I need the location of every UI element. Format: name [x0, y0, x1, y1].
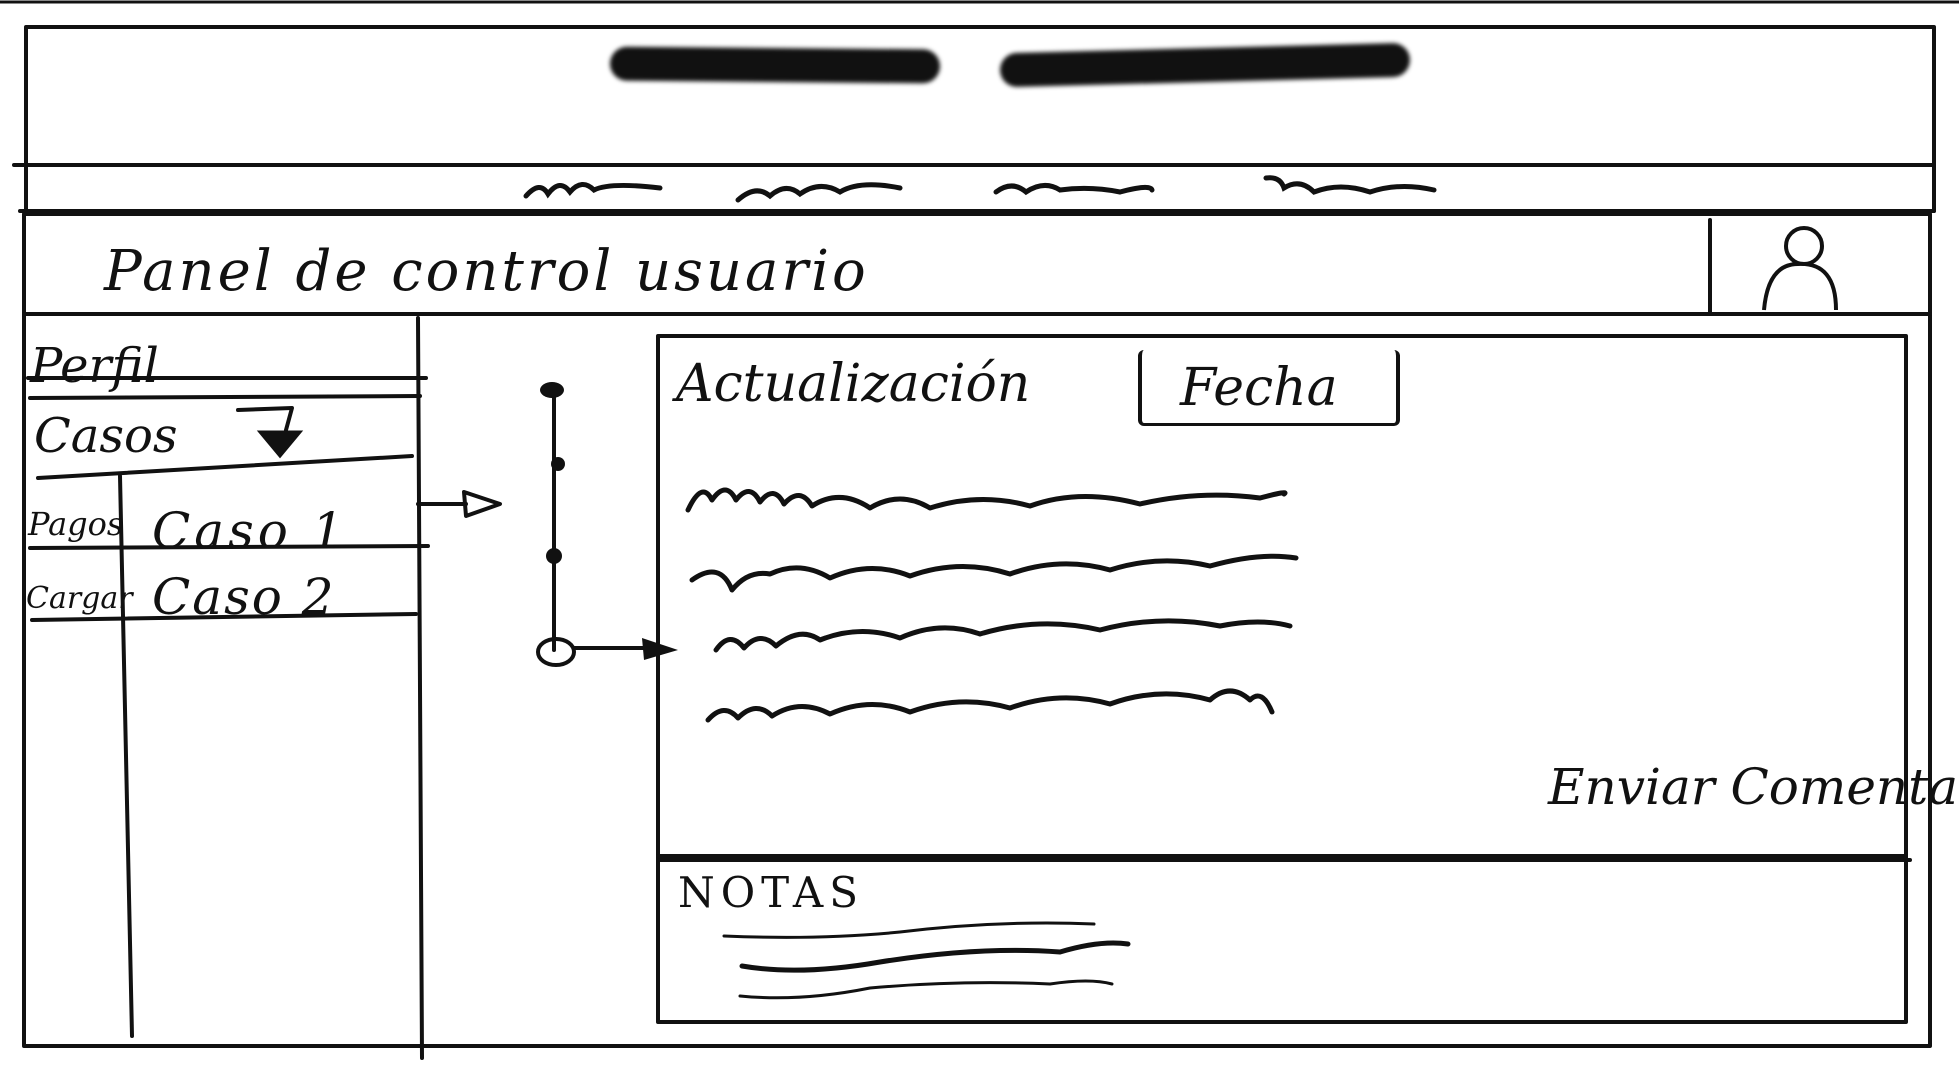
- notes-title: NOTAS: [678, 868, 865, 917]
- timeline-node-current[interactable]: [536, 637, 576, 667]
- dropdown-triangle-icon[interactable]: [236, 406, 304, 459]
- timeline: [536, 382, 678, 667]
- user-avatar-icon: [1762, 226, 1838, 311]
- sidebar-item-casos[interactable]: Casos: [34, 408, 178, 464]
- nav-item[interactable]: [1263, 175, 1437, 195]
- send-comment-button[interactable]: Enviar Comentario: [1548, 762, 1959, 812]
- nav-item[interactable]: [993, 183, 1155, 196]
- sidebar-subitem-pagos[interactable]: Pagos: [28, 505, 124, 543]
- sidebar-item-perfil[interactable]: Perfil: [30, 338, 159, 394]
- case-item-2[interactable]: Caso 2: [152, 568, 336, 626]
- page-title: Panel de control usuario: [104, 239, 869, 304]
- notes-text-lines: [722, 921, 1131, 1000]
- timeline-node[interactable]: [540, 382, 564, 398]
- nav-item[interactable]: [523, 182, 663, 199]
- arrow-right-icon: [416, 490, 502, 518]
- date-field[interactable]: Fecha: [1138, 350, 1400, 426]
- date-field-placeholder: Fecha: [1180, 358, 1338, 418]
- user-avatar[interactable]: [1712, 220, 1922, 312]
- update-title: Actualización: [676, 354, 1031, 414]
- nav-item[interactable]: [735, 182, 903, 203]
- nav-bar: [523, 175, 1437, 203]
- site-title-redacted: [609, 42, 1411, 88]
- update-text-lines: [685, 487, 1299, 723]
- sidebar-subitem-cargar[interactable]: Cargar: [26, 581, 133, 616]
- timeline-node[interactable]: [551, 457, 565, 471]
- case-item-1[interactable]: Caso 1: [152, 502, 348, 560]
- timeline-node[interactable]: [546, 548, 562, 564]
